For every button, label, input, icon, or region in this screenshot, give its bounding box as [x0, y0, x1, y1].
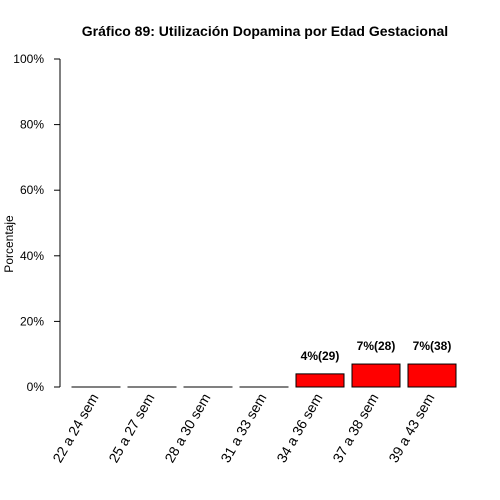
chart-title: Gráfico 89: Utilización Dopamina por Eda…	[82, 23, 448, 39]
data-labels: 4%(29) 7%(28) 7%(38)	[301, 339, 452, 363]
x-axis-ticks: 22 a 24 sem 25 a 27 sem 28 a 30 sem 31 a 33…	[49, 391, 437, 466]
y-tick-label: 80%	[20, 118, 44, 132]
x-tick-label: 22 a 24 sem	[49, 391, 101, 466]
data-label: 7%(38)	[413, 339, 452, 353]
data-label: 7%(28)	[357, 339, 396, 353]
x-tick-label: 39 a 43 sem	[385, 391, 437, 466]
y-axis: 0% 20% 40% 60% 80% 100%	[13, 52, 61, 394]
y-tick-label: 0%	[27, 380, 45, 394]
bars	[71, 363, 457, 388]
x-tick-label: 28 a 30 sem	[161, 391, 213, 466]
x-tick-label: 25 a 27 sem	[105, 391, 157, 466]
x-tick-label: 34 a 36 sem	[273, 391, 325, 466]
y-tick-label: 40%	[20, 249, 44, 263]
x-tick-label: 37 a 38 sem	[329, 391, 381, 466]
bar	[351, 363, 401, 388]
data-label: 4%(29)	[301, 349, 340, 363]
y-tick-label: 60%	[20, 183, 44, 197]
x-tick-label: 31 a 33 sem	[217, 391, 269, 466]
y-tick-label: 100%	[13, 52, 44, 66]
bar	[295, 373, 345, 388]
bar	[407, 363, 457, 388]
y-axis-label: Porcentaje	[2, 215, 16, 273]
y-tick-label: 20%	[20, 314, 44, 328]
